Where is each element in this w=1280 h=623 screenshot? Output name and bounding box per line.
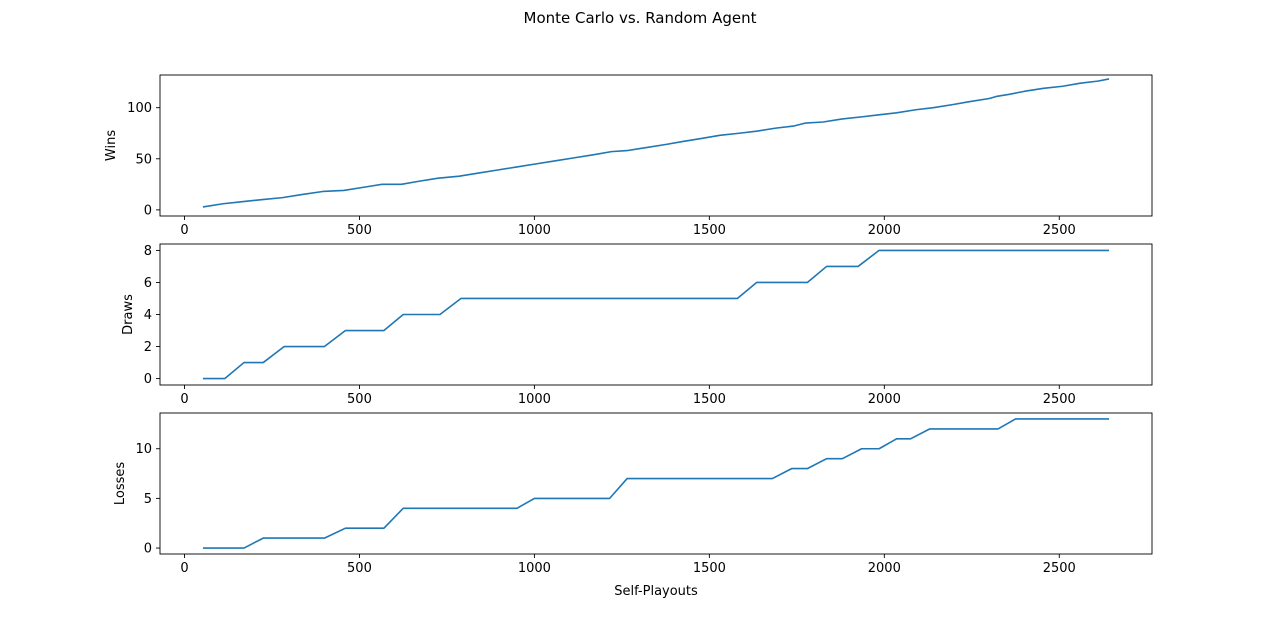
wins-y-axis-label: Wins [104,130,119,161]
losses-axes-frame [159,412,1153,555]
losses-x-tick-label: 2500 [1043,561,1076,576]
draws-x-tick-label: 1000 [518,392,551,407]
draws-y-tick-label: 8 [144,244,152,259]
losses-x-tick-label: 1500 [693,561,726,576]
losses-y-tick-label: 5 [144,492,152,507]
losses-y-tick-label: 10 [135,442,152,457]
losses-y-axis-label: Losses [113,462,128,506]
draws-y-tick-label: 4 [144,308,152,323]
wins-x-tick-label: 0 [180,223,188,238]
losses-x-tick-label: 2000 [868,561,901,576]
losses-x-axis-label: Self-Playouts [614,584,698,599]
wins-x-tick-label: 500 [347,223,372,238]
wins-y-tick-label: 100 [127,101,152,116]
wins-y-tick-label: 50 [135,152,152,167]
draws-y-tick-label: 0 [144,372,152,387]
draws-x-tick-label: 500 [347,392,372,407]
draws-x-tick-label: 2000 [868,392,901,407]
losses-x-tick-label: 0 [180,561,188,576]
draws-y-tick-label: 2 [144,340,152,355]
losses-x-tick-label: 500 [347,561,372,576]
wins-x-tick-label: 1500 [693,223,726,238]
draws-x-tick-label: 0 [180,392,188,407]
draws-subplot: 0 500 1000 1500 2000 2500 0 2 4 6 8 Draws [121,243,1153,407]
draws-x-tick-label: 1500 [693,392,726,407]
wins-x-tick-label: 1000 [518,223,551,238]
draws-series-line [202,249,1110,380]
wins-x-tick-label: 2000 [868,223,901,238]
draws-x-tick-label: 2500 [1043,392,1076,407]
wins-subplot: 0 500 1000 1500 2000 2500 0 50 100 Wins [104,74,1153,238]
losses-series-line [202,418,1110,549]
wins-series-line [202,78,1110,208]
losses-subplot: 0 500 1000 1500 2000 2500 0 5 10 Losses Self-Playo… [113,412,1153,599]
losses-y-tick-label: 0 [144,542,152,557]
wins-y-tick-label: 0 [144,203,152,218]
draws-y-tick-label: 6 [144,276,152,291]
draws-y-axis-label: Draws [121,294,136,335]
figure-title: Monte Carlo vs. Random Agent [524,9,757,27]
losses-x-tick-label: 1000 [518,561,551,576]
wins-axes-frame [159,74,1153,217]
wins-x-tick-label: 2500 [1043,223,1076,238]
